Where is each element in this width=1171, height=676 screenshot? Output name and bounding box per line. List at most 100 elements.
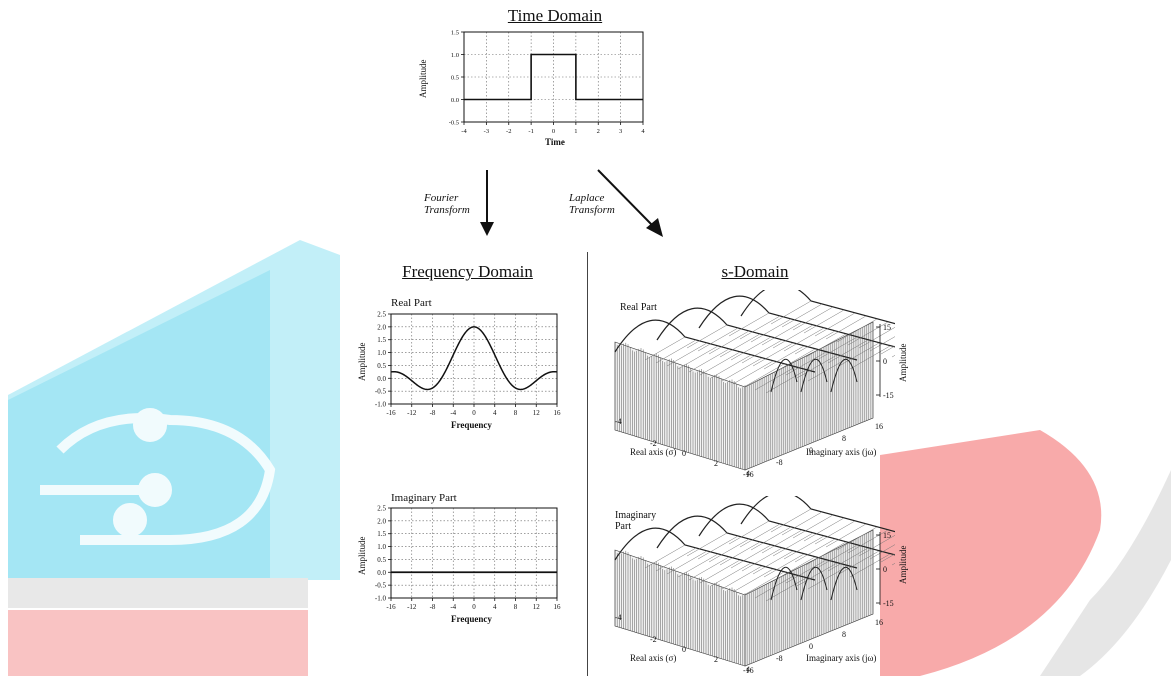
mesh-line	[783, 327, 825, 352]
freq-real-xlabel: Frequency	[451, 420, 492, 430]
surface-ridge	[740, 496, 895, 533]
y-tick-label: -0.5	[375, 582, 387, 590]
mesh-line	[785, 559, 827, 584]
y-tick-label: 2.0	[377, 323, 386, 331]
surface-ridge	[614, 527, 816, 581]
x-tick-label: -4	[450, 409, 456, 417]
mesh-line	[743, 571, 785, 596]
mesh-line	[677, 553, 719, 578]
y-tick-label: 1.0	[377, 349, 386, 357]
mesh-line	[761, 529, 803, 554]
surface-ridge	[698, 295, 895, 348]
mesh-line	[849, 553, 891, 578]
mesh-line	[728, 520, 770, 545]
mesh-line	[644, 336, 686, 361]
freq-imag-chart: -16 -12 -8 -4 0 4 8 12 16 2.5 2.0 1.5 1.0 0.5 0.0 -0.5 -…	[375, 505, 561, 612]
mesh-line	[719, 541, 761, 566]
x-tick-label: -8	[430, 603, 436, 611]
data-line	[464, 53, 643, 101]
mesh-line	[803, 517, 845, 542]
x-tick-label: -2	[506, 128, 511, 135]
y-tick-label: 2.5	[377, 505, 386, 513]
mesh-line	[772, 324, 814, 349]
watermark-red-block	[8, 610, 308, 676]
mesh-line	[869, 336, 895, 352]
watermark-gray-swoosh	[1040, 470, 1171, 676]
mesh-line	[814, 312, 856, 337]
real-axis-tick-label: 2	[714, 459, 718, 468]
time-domain-chart: -4 -3 -2 -1 0 1 2 3 4 1.5 1.0 0.5 0.0 -0.5	[449, 30, 646, 136]
mesh-line	[739, 315, 781, 340]
s-real-imag-axis-label: Imaginary axis (jω)	[806, 447, 877, 457]
fourier-label: Fourier Transform	[424, 192, 470, 216]
y-tick-label: 1.5	[377, 530, 386, 538]
mesh-line	[677, 345, 719, 370]
freq-real-label: Real Part	[391, 297, 432, 309]
mesh-line	[688, 556, 730, 581]
real-axis-tick-label: 0	[682, 449, 686, 458]
mesh-line	[730, 544, 772, 569]
x-tick-label: 4	[493, 409, 497, 417]
y-tick-label: 1.5	[451, 30, 459, 37]
mesh-line	[730, 336, 772, 361]
surface-ridge	[698, 503, 895, 556]
laplace-label-line1: Laplace	[569, 192, 605, 204]
mesh-line	[741, 339, 783, 364]
real-axis-tick-label: 0	[682, 645, 686, 654]
x-tick-label: 12	[533, 409, 541, 417]
imag-axis-tick-label: -8	[776, 654, 783, 663]
mesh-line	[805, 541, 847, 566]
y-tick-label: 0.5	[377, 362, 386, 370]
real-axis-tick-label: 4	[746, 665, 750, 674]
real-axis-tick-label: 4	[746, 469, 750, 478]
surface-ridge	[614, 319, 816, 373]
mesh-line	[796, 354, 838, 379]
s-real-real-axis-label: Real axis (σ)	[630, 447, 677, 457]
mesh-line	[827, 339, 869, 364]
real-axis-tick-label: -4	[615, 417, 622, 426]
mesh-line	[765, 369, 807, 394]
mesh-line	[686, 532, 728, 557]
x-tick-label: -8	[430, 409, 436, 417]
mesh-line	[688, 348, 730, 373]
mesh-line	[781, 511, 823, 536]
surface-spike	[770, 359, 798, 393]
s-imag-real-axis-label: Real axis (σ)	[630, 653, 677, 663]
mesh-line	[761, 321, 803, 346]
mesh-line	[743, 363, 785, 388]
mesh-line	[827, 547, 869, 572]
x-tick-label: -12	[407, 603, 417, 611]
mesh-line	[847, 529, 889, 554]
s-imag-label-line1: Imaginary	[615, 510, 657, 521]
y-tick-label: 0.0	[377, 569, 386, 577]
mesh-line	[708, 330, 750, 355]
mesh-line	[838, 342, 880, 367]
x-tick-label: 8	[514, 409, 518, 417]
x-tick-label: -4	[461, 128, 467, 135]
x-tick-label: 3	[619, 128, 622, 135]
mesh-line	[858, 535, 895, 557]
mesh-line	[732, 360, 774, 385]
x-tick-label: 12	[533, 603, 541, 611]
watermark-circuit-icon	[40, 408, 276, 545]
mesh-line	[655, 339, 697, 364]
mesh-line	[770, 508, 812, 533]
imag-axis-tick-label: 0	[809, 446, 813, 455]
mesh-line	[774, 348, 816, 373]
laplace-arrow-shaft	[597, 169, 654, 227]
x-tick-label: 16	[554, 409, 562, 417]
mesh-line	[644, 544, 686, 569]
surface-ridge	[656, 515, 858, 569]
surface-ridge	[740, 290, 895, 325]
x-tick-label: -4	[450, 603, 456, 611]
s-domain-title: s-Domain	[721, 262, 789, 281]
mesh-line	[750, 318, 792, 343]
freq-imag-xlabel: Frequency	[451, 614, 492, 624]
s-imag-label: Imaginary Part	[615, 510, 656, 532]
s-real-label: Real Part	[620, 302, 657, 313]
mesh-line	[880, 345, 895, 355]
surface-spike	[770, 567, 798, 601]
y-tick-label: 1.5	[377, 336, 386, 344]
